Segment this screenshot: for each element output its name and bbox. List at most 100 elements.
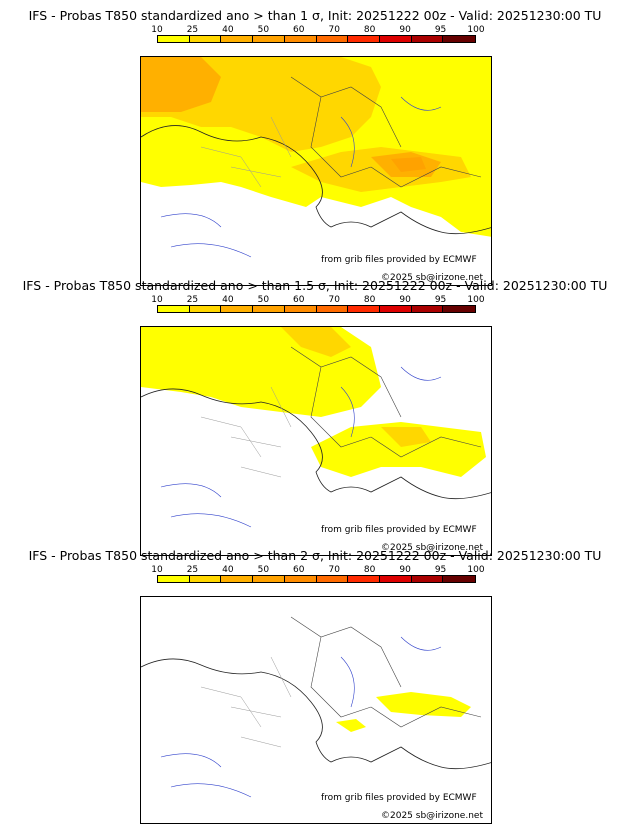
colorbar-swatch [379,306,412,312]
colorbar-swatch [348,306,380,312]
coastline [141,125,491,235]
colorbar-tick-label: 100 [467,25,485,35]
probability-area-10b [311,422,486,477]
colorbar: 10 25 40 50 60 70 80 90 95 100 [151,25,485,45]
colorbar-swatch [348,576,380,582]
colorbar-swatch [284,576,317,582]
copyright-credit: ©2025 sb@irizone.net [381,273,483,283]
colorbar-tick-label: 10 [151,565,163,575]
colorbar-swatch [443,576,476,582]
colorbar-swatch [189,306,222,312]
probability-area-40 [141,57,221,112]
colorbar-tick-label: 70 [328,25,340,35]
probability-area-25 [281,327,351,357]
border-lines [290,616,482,728]
probability-area-10 [141,327,381,417]
colorbar-swatches [157,575,476,583]
colorbar-labels: 10 25 40 50 60 70 80 90 95 100 [151,25,484,35]
colorbar-swatch [158,306,190,312]
colorbar-swatch [158,576,190,582]
colorbar-tick-label: 100 [467,565,485,575]
colorbar-tick-label: 50 [257,565,270,575]
colorbar-tick-label: 50 [257,25,270,35]
rivers [160,366,442,528]
colorbar-tick-label: 70 [328,295,340,305]
colorbar-tick-label: 40 [222,25,234,35]
colorbar-tick-label: 25 [186,295,199,305]
coastline [141,658,491,770]
colorbar-swatch [316,36,349,42]
colorbar-swatch [284,306,317,312]
colorbar-tick-label: 60 [293,295,305,305]
colorbar-tick-label: 95 [434,25,447,35]
colorbar-swatch [221,576,254,582]
colorbar-tick-label: 90 [399,295,411,305]
source-credit: from grib files provided by ECMWF [321,525,477,535]
colorbar-tick-label: 40 [222,565,234,575]
copyright-credit: ©2025 sb@irizone.net [381,543,483,553]
sea-area [291,222,401,285]
admin-lines [200,116,292,188]
colorbar-swatch [221,36,254,42]
colorbar-labels: 10 25 40 50 60 70 80 90 95 100 [151,565,484,575]
source-credit: from grib files provided by ECMWF [321,793,477,803]
copyright-credit: ©2025 sb@irizone.net [381,811,483,821]
colorbar-swatch [316,576,349,582]
colorbar-tick-label: 100 [467,295,485,305]
colorbar-tick-label: 80 [363,565,376,575]
colorbar-tick-label: 80 [363,25,376,35]
colorbar-tick-label: 90 [399,25,411,35]
colorbar-tick-label: 40 [222,295,234,305]
colorbar-swatch [253,36,285,42]
probability-area-10 [376,692,471,717]
map-svg [141,57,491,285]
panel-title: IFS - Probas T850 standardized ano > tha… [28,8,602,23]
panel-title: IFS - Probas T850 standardized ano > tha… [28,548,602,563]
colorbar-swatch [189,576,222,582]
colorbar-swatch [284,36,317,42]
colorbar-swatch [189,36,222,42]
colorbar-tick-label: 50 [257,295,270,305]
colorbar-swatches [157,35,476,43]
colorbar-swatch [379,36,412,42]
colorbar-tick-label: 95 [434,295,447,305]
no-probability-area [141,187,309,285]
panel-title: IFS - Probas T850 standardized ano > tha… [22,278,608,293]
colorbar-swatch [253,306,285,312]
colorbar-swatch [221,306,254,312]
admin-lines [200,386,292,478]
border-lines [290,76,482,188]
border-lines [290,346,482,458]
colorbar-tick-label: 80 [363,295,376,305]
colorbar: 10 25 40 50 60 70 80 90 95 100 [151,565,485,585]
admin-lines [200,656,292,748]
probability-area-10b [336,719,366,732]
probability-area-50 [391,157,426,172]
probability-map: from grib files provided by ECMWF ©2025 … [140,596,492,824]
colorbar-tick-label: 60 [293,565,305,575]
colorbar-swatches [157,305,476,313]
colorbar-swatch [411,306,444,312]
colorbar-tick-label: 25 [186,25,199,35]
colorbar-swatch [253,576,285,582]
colorbar-tick-label: 10 [151,25,163,35]
colorbar-swatch [443,36,476,42]
colorbar-tick-label: 25 [186,565,199,575]
map-panel-1: IFS - Probas T850 standardized ano > tha… [0,8,630,286]
colorbar-labels: 10 25 40 50 60 70 80 90 95 100 [151,295,484,305]
colorbar: 10 25 40 50 60 70 80 90 95 100 [151,295,485,315]
coastline [141,388,491,500]
colorbar-swatch [158,36,190,42]
colorbar-tick-label: 70 [328,565,340,575]
map-panel-2: IFS - Probas T850 standardized ano > tha… [0,278,630,556]
colorbar-swatch [411,36,444,42]
rivers [160,636,442,798]
colorbar-swatch [443,306,476,312]
colorbar-tick-label: 90 [399,565,411,575]
colorbar-swatch [348,36,380,42]
colorbar-swatch [411,576,444,582]
map-svg [141,327,491,528]
colorbar-tick-label: 60 [293,25,305,35]
probability-map: from grib files provided by ECMWF ©2025 … [140,56,492,286]
colorbar-swatch [316,306,349,312]
